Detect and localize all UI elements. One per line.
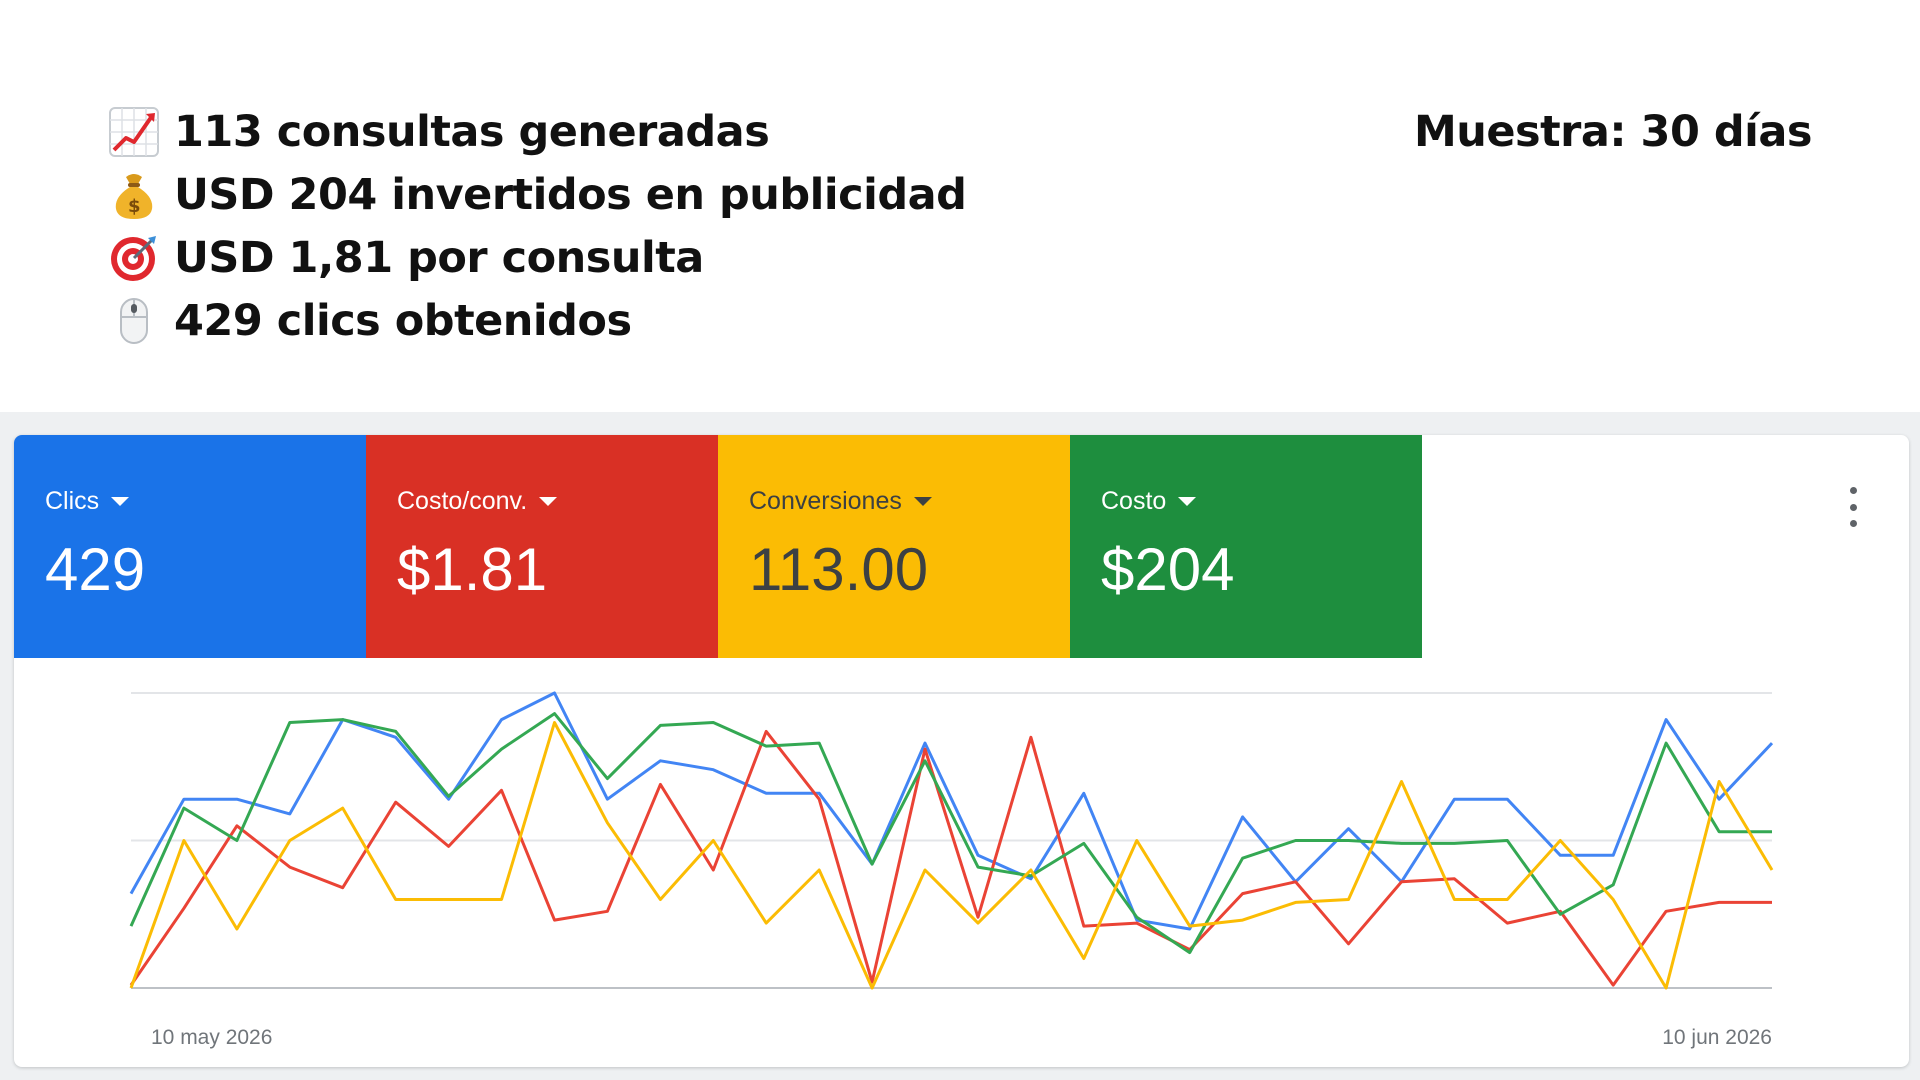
- metric-label-text: Costo/conv.: [397, 487, 528, 515]
- metric-value-conversiones: 113.00: [749, 536, 929, 603]
- metric-value-costo-conv: $1.81: [397, 536, 548, 603]
- metric-label-text: Clics: [45, 487, 100, 515]
- kebab-dot: [1849, 503, 1857, 511]
- metric-tile-costo-conv[interactable]: Costo/conv. $1.81: [366, 435, 718, 658]
- x-axis-end-label: 10 jun 2026: [1662, 1026, 1772, 1049]
- kebab-dot: [1849, 487, 1857, 494]
- computer-mouse-icon: [120, 297, 148, 344]
- chart-gridlines: [131, 692, 1772, 989]
- metric-tile-costo[interactable]: Costo $204: [1070, 435, 1422, 658]
- chart-increasing-icon: [109, 106, 159, 157]
- kebab-dot: [1849, 520, 1857, 527]
- metric-label-text: Costo: [1101, 487, 1167, 515]
- summary-list: 113 consultas generadas $ USD 204 invert…: [108, 100, 967, 352]
- summary-text-costo-consulta: USD 1,81 por consulta: [174, 232, 704, 283]
- x-axis-start-label: 10 may 2026: [151, 1026, 272, 1049]
- series-line-2: [129, 729, 1772, 987]
- series-line-1: [129, 691, 1774, 931]
- metric-label-text: Conversiones: [749, 487, 902, 515]
- summary-line-costo-consulta: USD 1,81 por consulta: [108, 226, 966, 289]
- metric-value-clics: 429: [45, 536, 146, 603]
- dropdown-caret-icon[interactable]: [913, 497, 932, 506]
- metric-label-costo-conv[interactable]: Costo/conv.: [397, 487, 558, 516]
- metric-tile-clics[interactable]: Clics 429: [14, 435, 366, 658]
- summary-text-inversion: USD 204 invertidos en publicidad: [174, 169, 967, 220]
- series-line-4: [129, 721, 1774, 990]
- summary-line-consultas: 113 consultas generadas: [108, 100, 966, 163]
- metric-label-conversiones[interactable]: Conversiones: [749, 487, 932, 516]
- dropdown-caret-icon[interactable]: [1178, 497, 1197, 506]
- more-vert-icon[interactable]: [1842, 487, 1864, 527]
- performance-line-chart: 10 may 2026 10 jun 2026: [129, 691, 1774, 1049]
- metric-label-costo[interactable]: Costo: [1101, 487, 1197, 516]
- money-bag-icon: $: [115, 173, 153, 219]
- metric-tile-conversiones[interactable]: Conversiones 113.00: [718, 435, 1070, 658]
- summary-line-clics: 429 clics obtenidos: [108, 289, 966, 352]
- dropdown-caret-icon[interactable]: [111, 497, 130, 506]
- dropdown-caret-icon[interactable]: [539, 497, 558, 506]
- metric-label-clics[interactable]: Clics: [45, 487, 130, 516]
- chart-series: [129, 691, 1774, 990]
- svg-text:$: $: [128, 196, 140, 217]
- sample-period-label: Muestra: 30 días: [1413, 106, 1813, 157]
- metric-tiles: Clics 429 Costo/conv. $1.81 Conversiones…: [14, 435, 1422, 658]
- series-line-3: [129, 712, 1772, 955]
- target-icon: [111, 235, 156, 281]
- performance-card: Clics 429 Costo/conv. $1.81 Conversiones…: [14, 435, 1909, 1067]
- summary-text-clics: 429 clics obtenidos: [174, 295, 632, 346]
- summary-line-inversion: $ USD 204 invertidos en publicidad: [108, 163, 967, 226]
- metric-value-costo: $204: [1101, 536, 1235, 603]
- summary-text-consultas: 113 consultas generadas: [174, 106, 770, 157]
